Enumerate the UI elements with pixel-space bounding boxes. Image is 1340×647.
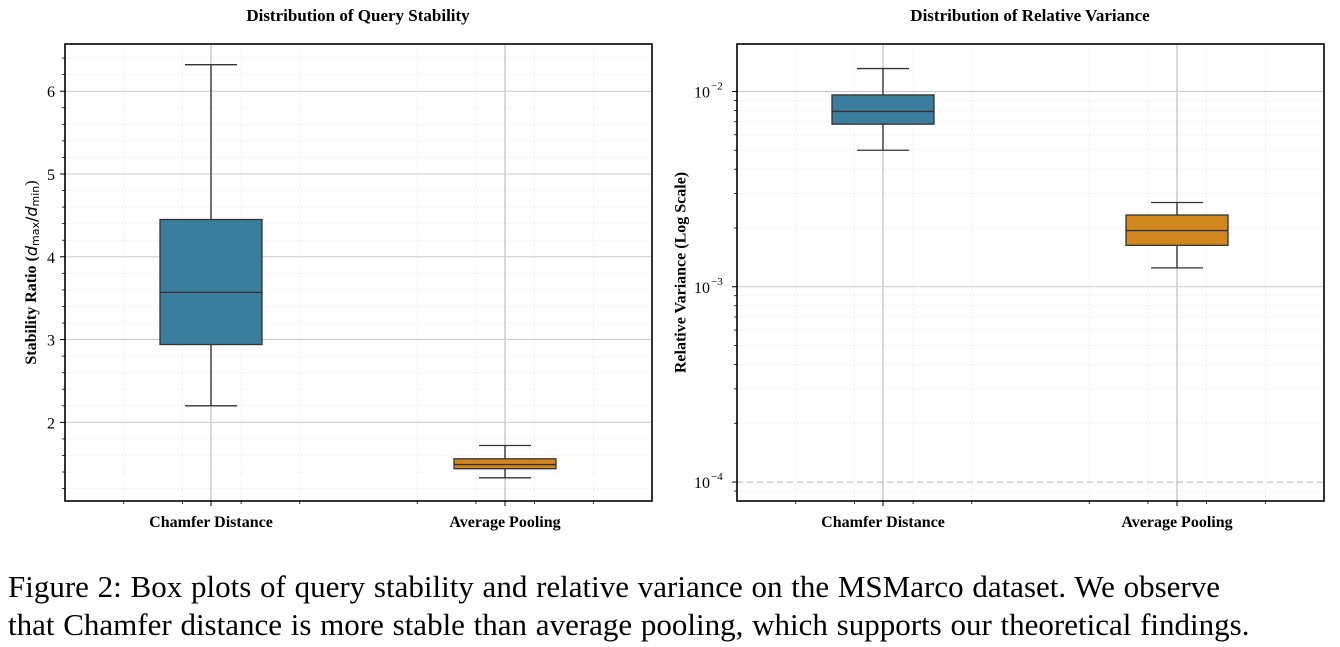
x-tick-label: Chamfer Distance [821, 514, 945, 531]
minor-grid [65, 44, 652, 501]
y-tick-label: 2 [47, 415, 55, 432]
y-tick-label: 3 [47, 333, 55, 350]
y-axis-label: Stability Ratio (dmax/dmin) [22, 180, 43, 364]
axes-frame [737, 44, 1324, 501]
box-iqr [454, 459, 556, 469]
box-1 [832, 69, 934, 151]
x-tick-label: Chamfer Distance [149, 514, 273, 531]
y-axis-label: Relative Variance (Log Scale) [673, 172, 690, 373]
y-tick-label: 6 [47, 84, 55, 101]
chart-title: Distribution of Relative Variance [910, 6, 1150, 25]
figure: 2 3 4 5 6 Chamfer Distance Average Pooling Dist… [0, 0, 1340, 545]
box-1 [160, 65, 262, 406]
caption-line-1: Figure 2: Box plots of query stability a… [8, 569, 1220, 604]
y-tick-label: 10 [694, 475, 710, 492]
chart-title: Distribution of Query Stability [246, 6, 470, 25]
axes-frame [65, 44, 652, 501]
box-2 [1126, 203, 1228, 268]
box-iqr [160, 220, 262, 345]
figure-caption: Figure 2: Box plots of query stability a… [8, 568, 1338, 644]
y-tick-label-exponent: −4 [711, 471, 723, 483]
minor-grid [737, 44, 1324, 501]
x-tick-label: Average Pooling [449, 514, 560, 531]
y-tick-label-exponent: −3 [711, 276, 723, 288]
chart-panel-1: 2 3 4 5 6 Chamfer Distance Average Pooling Dist… [22, 6, 653, 531]
y-tick-label: 10 [694, 280, 710, 297]
box-iqr [832, 95, 934, 124]
y-tick-label-exponent: −2 [711, 80, 723, 92]
box-2 [454, 446, 556, 478]
caption-line-2: that Chamfer distance is more stable tha… [8, 607, 1249, 642]
y-tick-label: 4 [47, 250, 55, 267]
x-tick-label: Average Pooling [1121, 514, 1232, 531]
y-tick-label: 10 [694, 84, 710, 101]
y-tick-label: 5 [47, 167, 55, 184]
